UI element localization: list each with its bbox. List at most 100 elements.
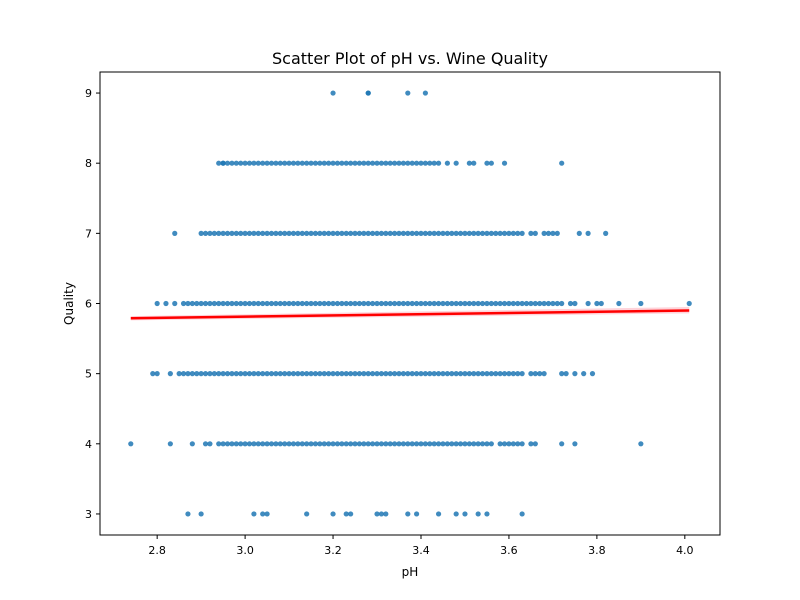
y-tick-label: 4	[85, 438, 92, 451]
scatter-point	[457, 441, 464, 447]
scatter-point	[528, 371, 534, 377]
scatter-point	[189, 300, 195, 307]
scatter-point	[202, 441, 209, 447]
scatter-point	[273, 230, 279, 236]
scatter-point	[172, 300, 178, 307]
scatter-point	[453, 300, 459, 307]
scatter-point	[532, 230, 538, 236]
scatter-point	[427, 441, 433, 447]
scatter-point	[484, 511, 490, 517]
scatter-point	[365, 441, 371, 447]
scatter-point	[387, 371, 393, 377]
scatter-point	[282, 160, 288, 166]
scatter-point	[304, 441, 310, 447]
scatter-point	[246, 441, 253, 447]
scatter-point	[326, 160, 332, 166]
x-axis-label: pH	[402, 565, 419, 579]
scatter-point	[414, 300, 420, 307]
scatter-point	[260, 371, 266, 377]
scatter-point	[405, 371, 411, 377]
scatter-point	[286, 300, 292, 307]
scatter-point	[383, 441, 389, 447]
y-axis-label: Quality	[62, 282, 76, 325]
scatter-point	[374, 160, 380, 166]
scatter-point	[392, 441, 398, 447]
scatter-point	[365, 230, 371, 236]
scatter-point	[339, 441, 345, 447]
scatter-point	[238, 441, 244, 447]
scatter-point	[295, 160, 301, 166]
regression-line	[130, 309, 690, 320]
scatter-point	[435, 371, 442, 377]
scatter-point	[172, 230, 178, 236]
scatter-point	[414, 160, 420, 166]
scatter-point	[224, 371, 231, 377]
scatter-point	[378, 511, 385, 517]
scatter-point	[224, 160, 231, 166]
x-tick-label: 3.8	[588, 544, 606, 557]
scatter-point	[383, 230, 389, 236]
scatter-point	[176, 371, 182, 377]
scatter-point	[444, 300, 450, 307]
scatter-point	[260, 160, 266, 166]
scatter-point	[488, 371, 494, 377]
scatter-point	[479, 230, 486, 236]
scatter-point	[343, 300, 349, 307]
scatter-point	[378, 371, 385, 377]
scatter-point	[238, 160, 244, 166]
scatter-point	[475, 441, 481, 447]
scatter-point	[273, 371, 279, 377]
scatter-point	[330, 511, 336, 517]
scatter-point	[317, 371, 323, 377]
scatter-point	[220, 371, 226, 377]
scatter-point	[180, 371, 187, 377]
scatter-point	[312, 441, 319, 447]
scatter-point	[572, 300, 578, 307]
scatter-point	[370, 441, 376, 447]
scatter-point	[238, 371, 244, 377]
scatter-point	[286, 230, 292, 236]
scatter-point	[348, 230, 354, 236]
scatter-point	[312, 160, 319, 166]
scatter-point	[295, 230, 301, 236]
scatter-point	[440, 230, 446, 236]
scatter-point	[242, 371, 248, 377]
scatter-point	[282, 441, 288, 447]
scatter-point	[616, 300, 622, 307]
scatter-point	[304, 230, 310, 236]
scatter-point	[242, 300, 248, 307]
scatter-point	[444, 160, 450, 166]
scatter-point	[229, 371, 235, 377]
scatter-point	[295, 371, 301, 377]
scatter-point	[414, 230, 420, 236]
scatter-point	[414, 441, 420, 447]
scatter-point	[435, 441, 442, 447]
scatter-point	[308, 230, 314, 236]
scatter-point	[330, 441, 336, 447]
scatter-point	[541, 371, 547, 377]
y-tick-label: 7	[85, 227, 92, 240]
scatter-point	[374, 371, 380, 377]
scatter-point	[352, 371, 358, 377]
scatter-point	[264, 300, 270, 307]
scatter-point	[519, 371, 525, 377]
scatter-point	[220, 441, 226, 447]
scatter-point	[479, 441, 486, 447]
scatter-point	[339, 371, 345, 377]
scatter-point	[277, 441, 283, 447]
scatter-point	[400, 230, 406, 236]
scatter-point	[330, 371, 336, 377]
scatter-point	[435, 230, 442, 236]
scatter-point	[559, 300, 565, 307]
scatter-point	[361, 160, 367, 166]
scatter-point	[273, 441, 279, 447]
scatter-point	[559, 371, 565, 377]
x-tick-label: 3.2	[324, 544, 342, 557]
scatter-point	[251, 230, 257, 236]
scatter-point	[242, 441, 248, 447]
scatter-point	[330, 160, 336, 166]
scatter-point	[321, 300, 327, 307]
scatter-point	[497, 300, 503, 307]
scatter-point	[264, 160, 270, 166]
scatter-point	[207, 441, 213, 447]
